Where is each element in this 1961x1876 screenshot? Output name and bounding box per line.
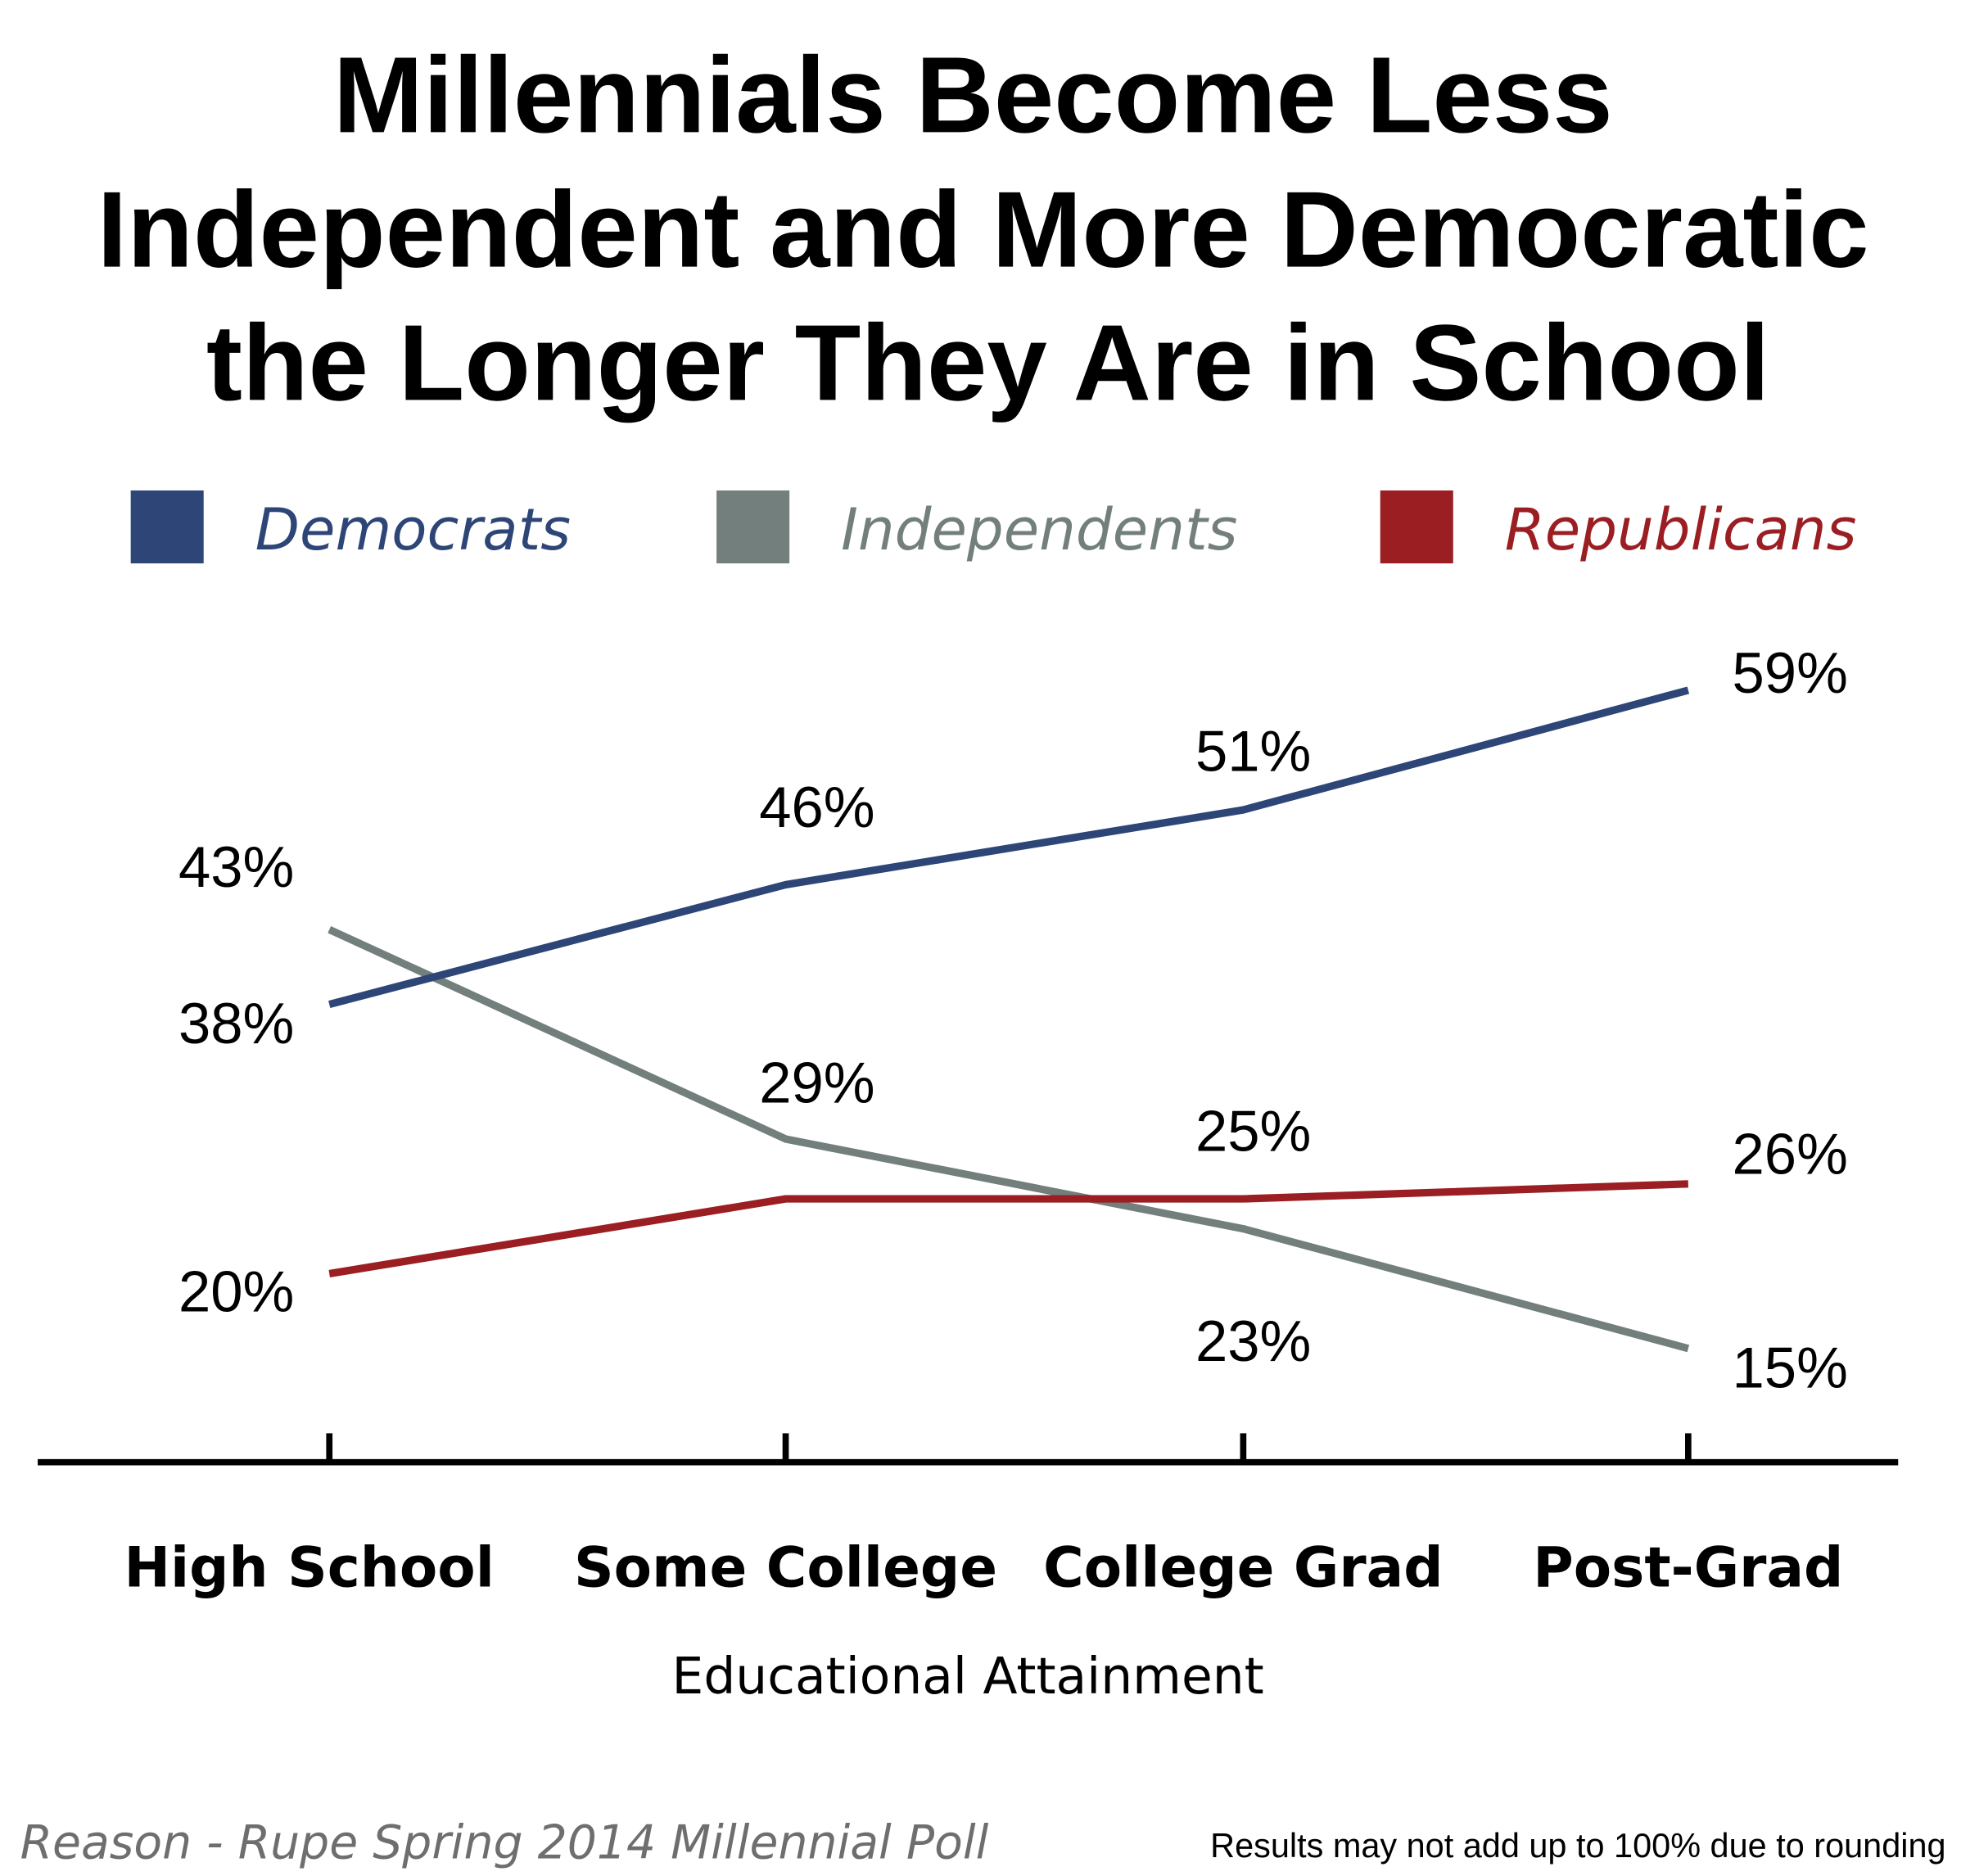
- legend-swatch-republicans: [1380, 490, 1453, 563]
- x-tick-label-high-school: High School: [124, 1535, 494, 1600]
- series-lines: [328, 686, 1690, 1353]
- legend-label-democrats: Democrats: [255, 495, 571, 563]
- data-label-republicans: 26%: [1733, 1122, 1848, 1187]
- series-line-democrats: [328, 686, 1690, 1009]
- chart-title: Millennials Become Less Independent and …: [97, 34, 1869, 423]
- legend-label-independents: Independents: [841, 495, 1237, 563]
- data-label-independents: 43%: [178, 834, 294, 899]
- title-line-2: Independent and More Democratic: [97, 169, 1869, 290]
- legend: Democrats Independents Republicans: [130, 490, 1857, 563]
- legend-swatch-democrats: [130, 490, 204, 563]
- x-tick-label-college-grad: College Grad: [1043, 1535, 1443, 1600]
- data-label-democrats: 38%: [178, 991, 294, 1056]
- data-label-democrats: 46%: [759, 775, 874, 839]
- series-line-republicans: [328, 1180, 1689, 1277]
- x-axis: High School Some College College Grad Post-…: [38, 1433, 1899, 1706]
- data-label-republicans: 20%: [178, 1259, 294, 1323]
- data-label-independents: 23%: [1195, 1309, 1311, 1373]
- data-label-independents: 15%: [1733, 1335, 1848, 1399]
- data-label-democrats: 51%: [1195, 718, 1311, 783]
- source-note: Reason - Rupe Spring 2014 Millennial Pol…: [20, 1815, 989, 1869]
- data-labels: 38% 46% 51% 59% 43% 29% 23% 15% 20% 25% 26%: [178, 640, 1848, 1399]
- rounding-note: Results may not add up to 100% due to ro…: [1210, 1826, 1945, 1865]
- x-tick-label-post-grad: Post-Grad: [1533, 1535, 1843, 1600]
- x-tick-label-some-college: Some College: [574, 1535, 997, 1600]
- data-label-republicans: 25%: [1195, 1099, 1311, 1164]
- title-line-1: Millennials Become Less: [333, 34, 1613, 155]
- legend-label-republicans: Republicans: [1505, 495, 1857, 563]
- data-label-independents: 29%: [759, 1050, 874, 1114]
- series-line-independents: [328, 926, 1690, 1353]
- title-line-3: the Longer They Are in School: [206, 301, 1770, 423]
- x-axis-label: Educational Attainment: [672, 1648, 1264, 1706]
- legend-swatch-independents: [716, 490, 790, 563]
- data-label-democrats: 59%: [1733, 640, 1848, 705]
